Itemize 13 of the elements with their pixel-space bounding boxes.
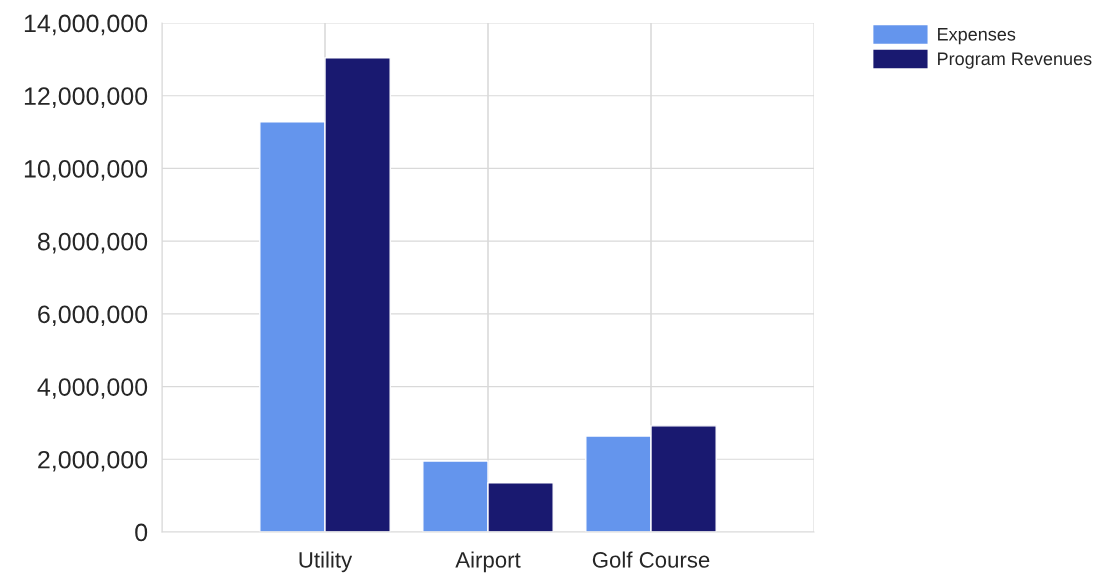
- y-tick-label: 0: [135, 523, 148, 542]
- y-tick-label: 8,000,000: [37, 232, 148, 254]
- x-tick-label: Airport: [455, 551, 521, 573]
- y-tick-label: 10,000,000: [24, 160, 148, 181]
- x-tick-label: Utility: [299, 551, 353, 573]
- y-tick-label: 4,000,000: [37, 378, 148, 399]
- legend-label: Expenses: [938, 28, 1016, 45]
- y-tick-label: 12,000,000: [24, 87, 148, 108]
- x-tick-label: Golf Course: [592, 551, 710, 568]
- legend-label: Program Revenues: [938, 52, 1092, 69]
- y-tick-label: 14,000,000: [24, 14, 148, 36]
- y-tick-label: 2,000,000: [38, 450, 148, 472]
- y-tick-label: 6,000,000: [38, 305, 148, 327]
